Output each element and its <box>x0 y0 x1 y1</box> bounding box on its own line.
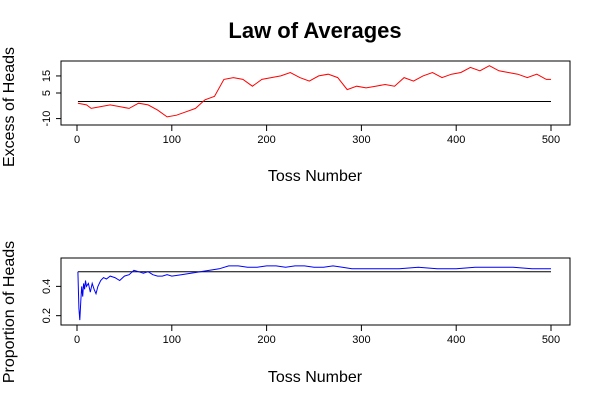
excess-heads-y-label: Excess of Heads <box>1 47 18 167</box>
proportion-heads-x-tick-label: 300 <box>352 334 370 346</box>
proportion-heads-x-label: Toss Number <box>268 369 363 386</box>
excess-heads-y-tick-label: 5 <box>41 90 53 96</box>
proportion-heads-x-tick-label: 0 <box>74 334 80 346</box>
proportion-heads-series-line <box>77 265 551 321</box>
excess-heads-x-tick-label: 400 <box>447 134 465 146</box>
excess-heads-y-tick-label: 15 <box>41 70 53 82</box>
excess-heads-x-tick-label: 0 <box>74 134 80 146</box>
excess-heads-x-tick-label: 500 <box>542 134 560 146</box>
excess-heads-plot-frame <box>60 60 571 126</box>
figure-title: Law of Averages <box>228 18 401 43</box>
proportion-heads-x-tick-label: 400 <box>447 334 465 346</box>
proportion-heads-x-tick-label: 200 <box>257 334 275 346</box>
excess-heads-series-line <box>77 65 551 118</box>
proportion-heads-plot-frame <box>60 257 571 326</box>
excess-heads-x-tick-label: 200 <box>257 134 275 146</box>
excess-heads-x-tick-label: 300 <box>352 134 370 146</box>
excess-heads-panel: Excess of Heads Toss Number 0 100 200 300 40… <box>1 47 571 185</box>
excess-heads-x-label: Toss Number <box>268 168 363 185</box>
proportion-heads-x-tick-label: 500 <box>542 334 560 346</box>
proportion-heads-y-tick-label: 0.2 <box>41 308 53 323</box>
proportion-heads-x-tick-label: 100 <box>163 334 181 346</box>
proportion-heads-y-tick-label: 0.4 <box>41 279 53 294</box>
excess-heads-x-tick-label: 100 <box>163 134 181 146</box>
proportion-heads-y-label: Proportion of Heads <box>1 241 18 383</box>
proportion-heads-panel: Proportion of Heads Toss Number 0 100 200 3… <box>1 241 571 386</box>
excess-heads-y-tick-label: -10 <box>41 111 53 127</box>
